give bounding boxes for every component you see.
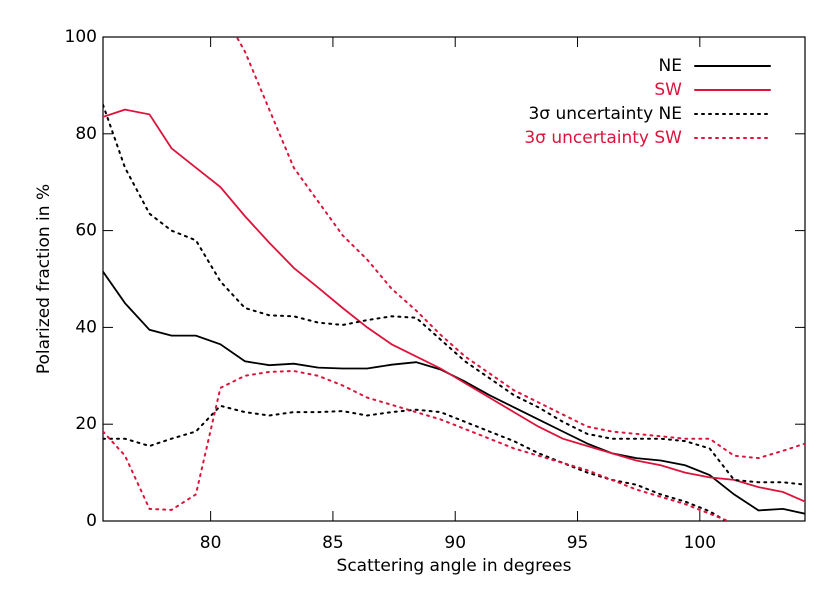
curves bbox=[103, 37, 805, 521]
legend-label: 3σ uncertainty SW bbox=[524, 128, 682, 148]
legend-label: SW bbox=[654, 80, 682, 100]
plot-frame bbox=[102, 36, 806, 522]
series-line bbox=[103, 108, 805, 503]
y-tick-label: 100 bbox=[65, 27, 97, 47]
uncertainty-lower bbox=[103, 404, 728, 521]
y-axis-label: Polarized fraction in % bbox=[34, 184, 54, 374]
x-tick-label: 85 bbox=[322, 533, 344, 553]
legend-label: 3σ uncertainty NE bbox=[528, 104, 682, 124]
series-line bbox=[103, 270, 805, 515]
x-tick-label: 100 bbox=[684, 533, 716, 553]
y-tick-label: 80 bbox=[75, 124, 97, 144]
y-tick-label: 20 bbox=[75, 414, 97, 434]
uncertainty-upper bbox=[235, 37, 805, 460]
legend-label: NE bbox=[659, 56, 682, 76]
y-tick-label: 60 bbox=[75, 221, 97, 241]
x-tick-label: 80 bbox=[200, 533, 222, 553]
x-axis-label: Scattering angle in degrees bbox=[337, 556, 572, 576]
uncertainty-upper bbox=[103, 103, 805, 486]
uncertainty-lower bbox=[103, 369, 731, 521]
y-tick-label: 40 bbox=[75, 317, 97, 337]
x-tick-label: 90 bbox=[444, 533, 466, 553]
y-tick-label: 0 bbox=[86, 511, 97, 531]
x-tick-label: 95 bbox=[567, 533, 589, 553]
